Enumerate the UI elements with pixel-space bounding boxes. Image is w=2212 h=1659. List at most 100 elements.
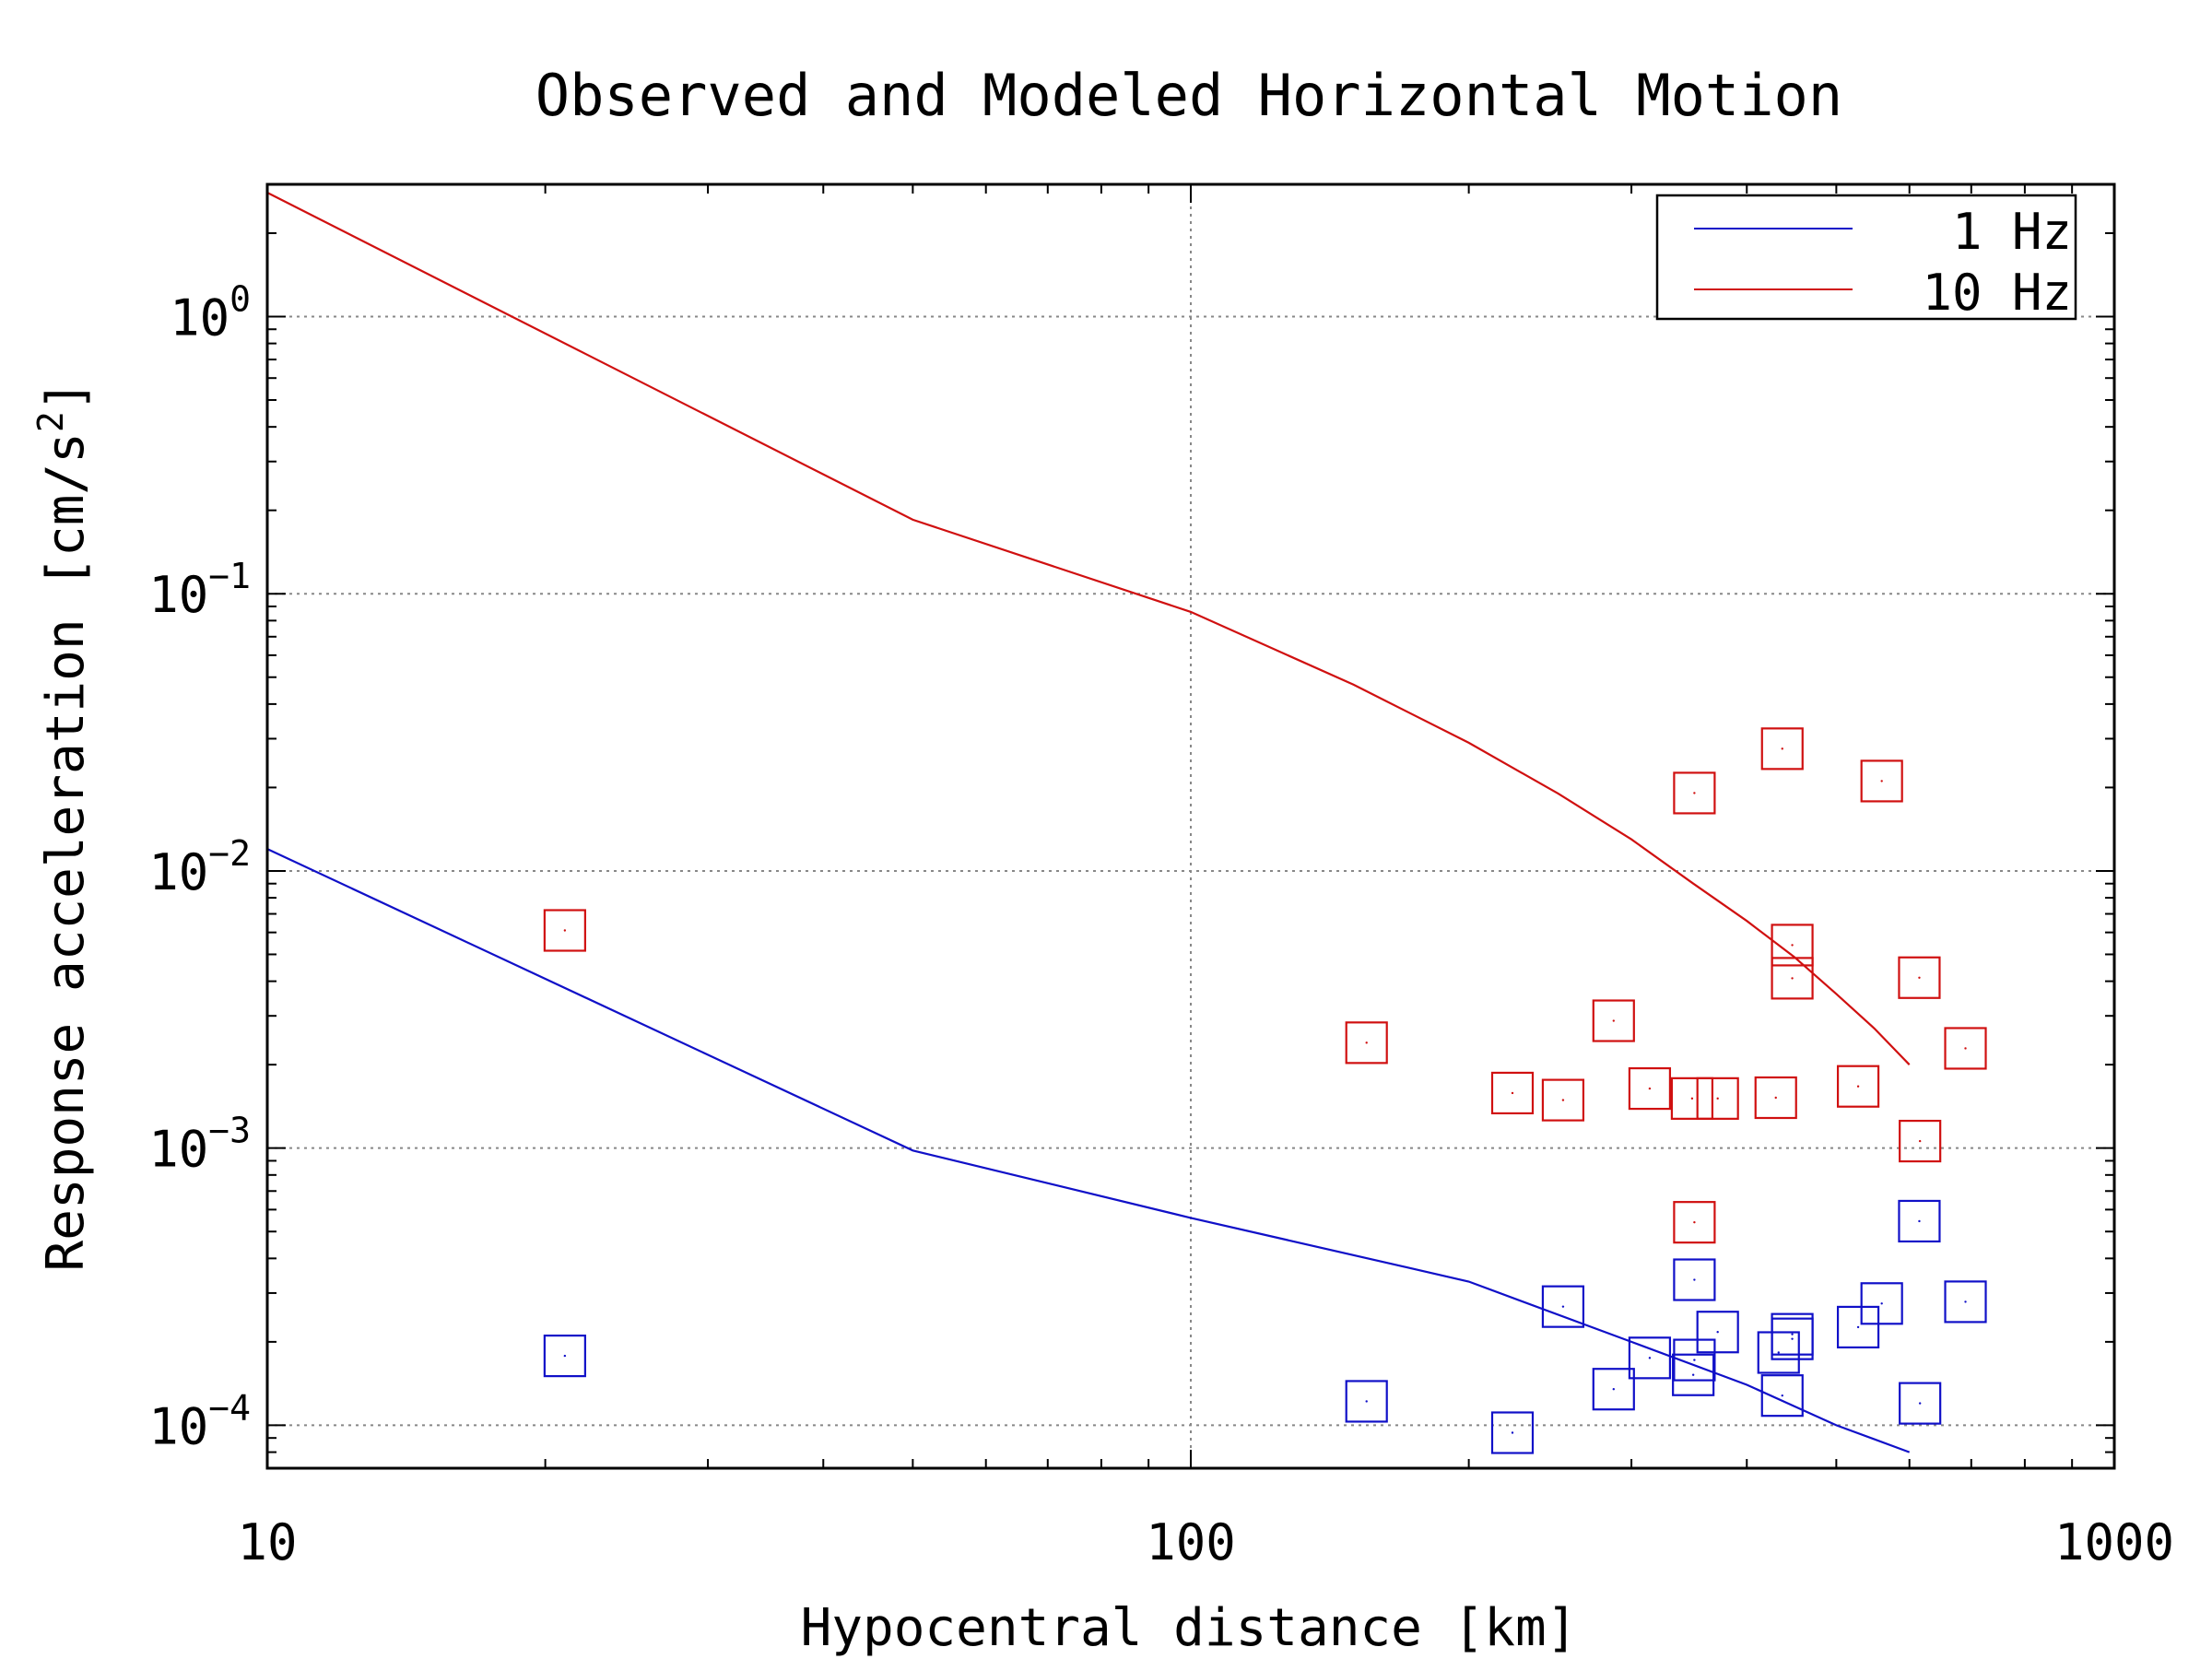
marker-series-0: [1490, 1411, 1535, 1454]
marker-center-dot: [1777, 1351, 1780, 1354]
y-tick-label: 10−3: [148, 1111, 251, 1179]
marker-center-dot: [1918, 1139, 1922, 1143]
y-tick-base: 10: [148, 566, 208, 624]
marker-series-0: [1771, 1312, 1814, 1356]
y-tick-exponent: −1: [208, 556, 251, 596]
legend: 1 Hz 10 Hz: [1655, 194, 2077, 322]
marker-series-1: [1673, 771, 1716, 815]
marker-series-1: [1490, 1071, 1535, 1115]
marker-series-1: [1345, 1021, 1388, 1065]
y-tick-label: 10−1: [148, 556, 251, 624]
marker-center-dot: [1612, 1019, 1615, 1022]
model-lines: [266, 192, 1911, 1453]
marker-series-1: [1836, 1065, 1880, 1108]
marker-series-0: [1757, 1331, 1800, 1374]
y-tick-base: 10: [148, 1397, 208, 1455]
marker-center-dot: [1716, 1097, 1719, 1100]
marker-center-dot: [1880, 780, 1883, 782]
x-tick-label-10: 10: [237, 1513, 297, 1571]
y-axis-label-end: ]: [36, 381, 96, 412]
marker-center-dot: [1511, 1091, 1514, 1095]
marker-center-dot: [1781, 747, 1783, 750]
marker-series-1: [1771, 924, 1814, 967]
marker-series-0: [543, 1335, 586, 1378]
marker-series-0: [1899, 1382, 1942, 1425]
model-line-1: [266, 192, 1911, 1065]
marker-series-1: [1673, 1201, 1716, 1244]
marker-series-0: [1836, 1305, 1880, 1349]
marker-center-dot: [1693, 1359, 1696, 1361]
y-tick-exponent: −3: [208, 1111, 251, 1151]
marker-center-dot: [1693, 1220, 1696, 1224]
marker-center-dot: [1964, 1300, 1967, 1303]
marker-center-dot: [1691, 1373, 1695, 1376]
marker-center-dot: [1791, 1337, 1794, 1340]
marker-series-1: [1898, 956, 1941, 999]
marker-series-1: [1628, 1066, 1672, 1111]
y-tick-base: 10: [148, 843, 208, 901]
legend-label-10hz: 10 Hz: [1922, 264, 2072, 322]
model-line-0: [266, 848, 1911, 1453]
marker-center-dot: [1918, 1219, 1921, 1223]
marker-series-1: [1541, 1078, 1585, 1122]
marker-series-1: [1670, 1077, 1714, 1120]
y-axis-label-superscript: 2: [30, 411, 71, 432]
marker-center-dot: [1648, 1357, 1652, 1359]
marker-center-dot: [1774, 1096, 1777, 1100]
marker-series-0: [1898, 1199, 1941, 1243]
marker-center-dot: [1918, 976, 1921, 979]
marker-series-1: [1754, 1076, 1797, 1120]
y-axis-label-main: Response acceleration [cm/s: [36, 432, 96, 1271]
marker-center-dot: [1880, 1302, 1883, 1305]
y-tick-exponent: −4: [208, 1387, 251, 1428]
marker-series-0: [1760, 1374, 1804, 1418]
marker-series-0: [1673, 1258, 1716, 1301]
marker-center-dot: [563, 929, 567, 932]
marker-series-0: [1672, 1353, 1715, 1396]
marker-center-dot: [1648, 1087, 1652, 1090]
marker-center-dot: [1693, 792, 1696, 794]
marker-center-dot: [1791, 944, 1794, 947]
marker-series-0: [1628, 1336, 1672, 1380]
marker-series-1: [1771, 957, 1814, 1000]
marker-center-dot: [1964, 1047, 1967, 1050]
y-tick-label: 10−2: [148, 833, 251, 901]
marker-series-1: [1944, 1027, 1987, 1070]
legend-box: [1655, 194, 2077, 321]
y-tick-exponent: −2: [208, 833, 251, 874]
axis-ticks: [266, 183, 2114, 1469]
marker-series-1: [1592, 999, 1635, 1042]
marker-center-dot: [1561, 1099, 1565, 1101]
x-tick-label-100: 100: [1146, 1513, 1236, 1571]
marker-center-dot: [1791, 1333, 1794, 1335]
marker-series-0: [1696, 1311, 1739, 1354]
x-axis-label: Hypocentral distance [km]: [801, 1598, 1578, 1658]
marker-series-0: [1345, 1380, 1388, 1423]
y-tick-base: 10: [148, 1121, 208, 1179]
marker-center-dot: [1365, 1041, 1368, 1044]
marker-center-dot: [1856, 1085, 1860, 1088]
marker-center-dot: [1791, 977, 1794, 980]
marker-series-1: [1696, 1077, 1739, 1120]
marker-center-dot: [1716, 1331, 1719, 1334]
marker-center-dot: [1918, 1402, 1922, 1405]
y-tick-exponent: 0: [229, 278, 251, 319]
marker-center-dot: [1365, 1400, 1368, 1403]
marker-series-1: [1760, 727, 1804, 771]
marker-center-dot: [1612, 1388, 1615, 1391]
marker-center-dot: [1511, 1431, 1514, 1434]
x-tick-labels: 10 100 1000: [237, 1513, 2174, 1571]
legend-label-1hz: 1 Hz: [1952, 203, 2072, 261]
chart-title: Observed and Modeled Horizontal Motion: [535, 62, 1842, 129]
marker-center-dot: [1690, 1097, 1694, 1100]
marker-center-dot: [1781, 1394, 1783, 1397]
marker-series-0: [1673, 1338, 1716, 1382]
marker-series-1: [1899, 1119, 1942, 1163]
observed-markers: [543, 727, 1987, 1454]
x-tick-label-1000: 1000: [2054, 1513, 2174, 1571]
marker-center-dot: [1561, 1305, 1565, 1308]
marker-series-0: [1541, 1285, 1585, 1328]
marker-center-dot: [1856, 1325, 1860, 1329]
